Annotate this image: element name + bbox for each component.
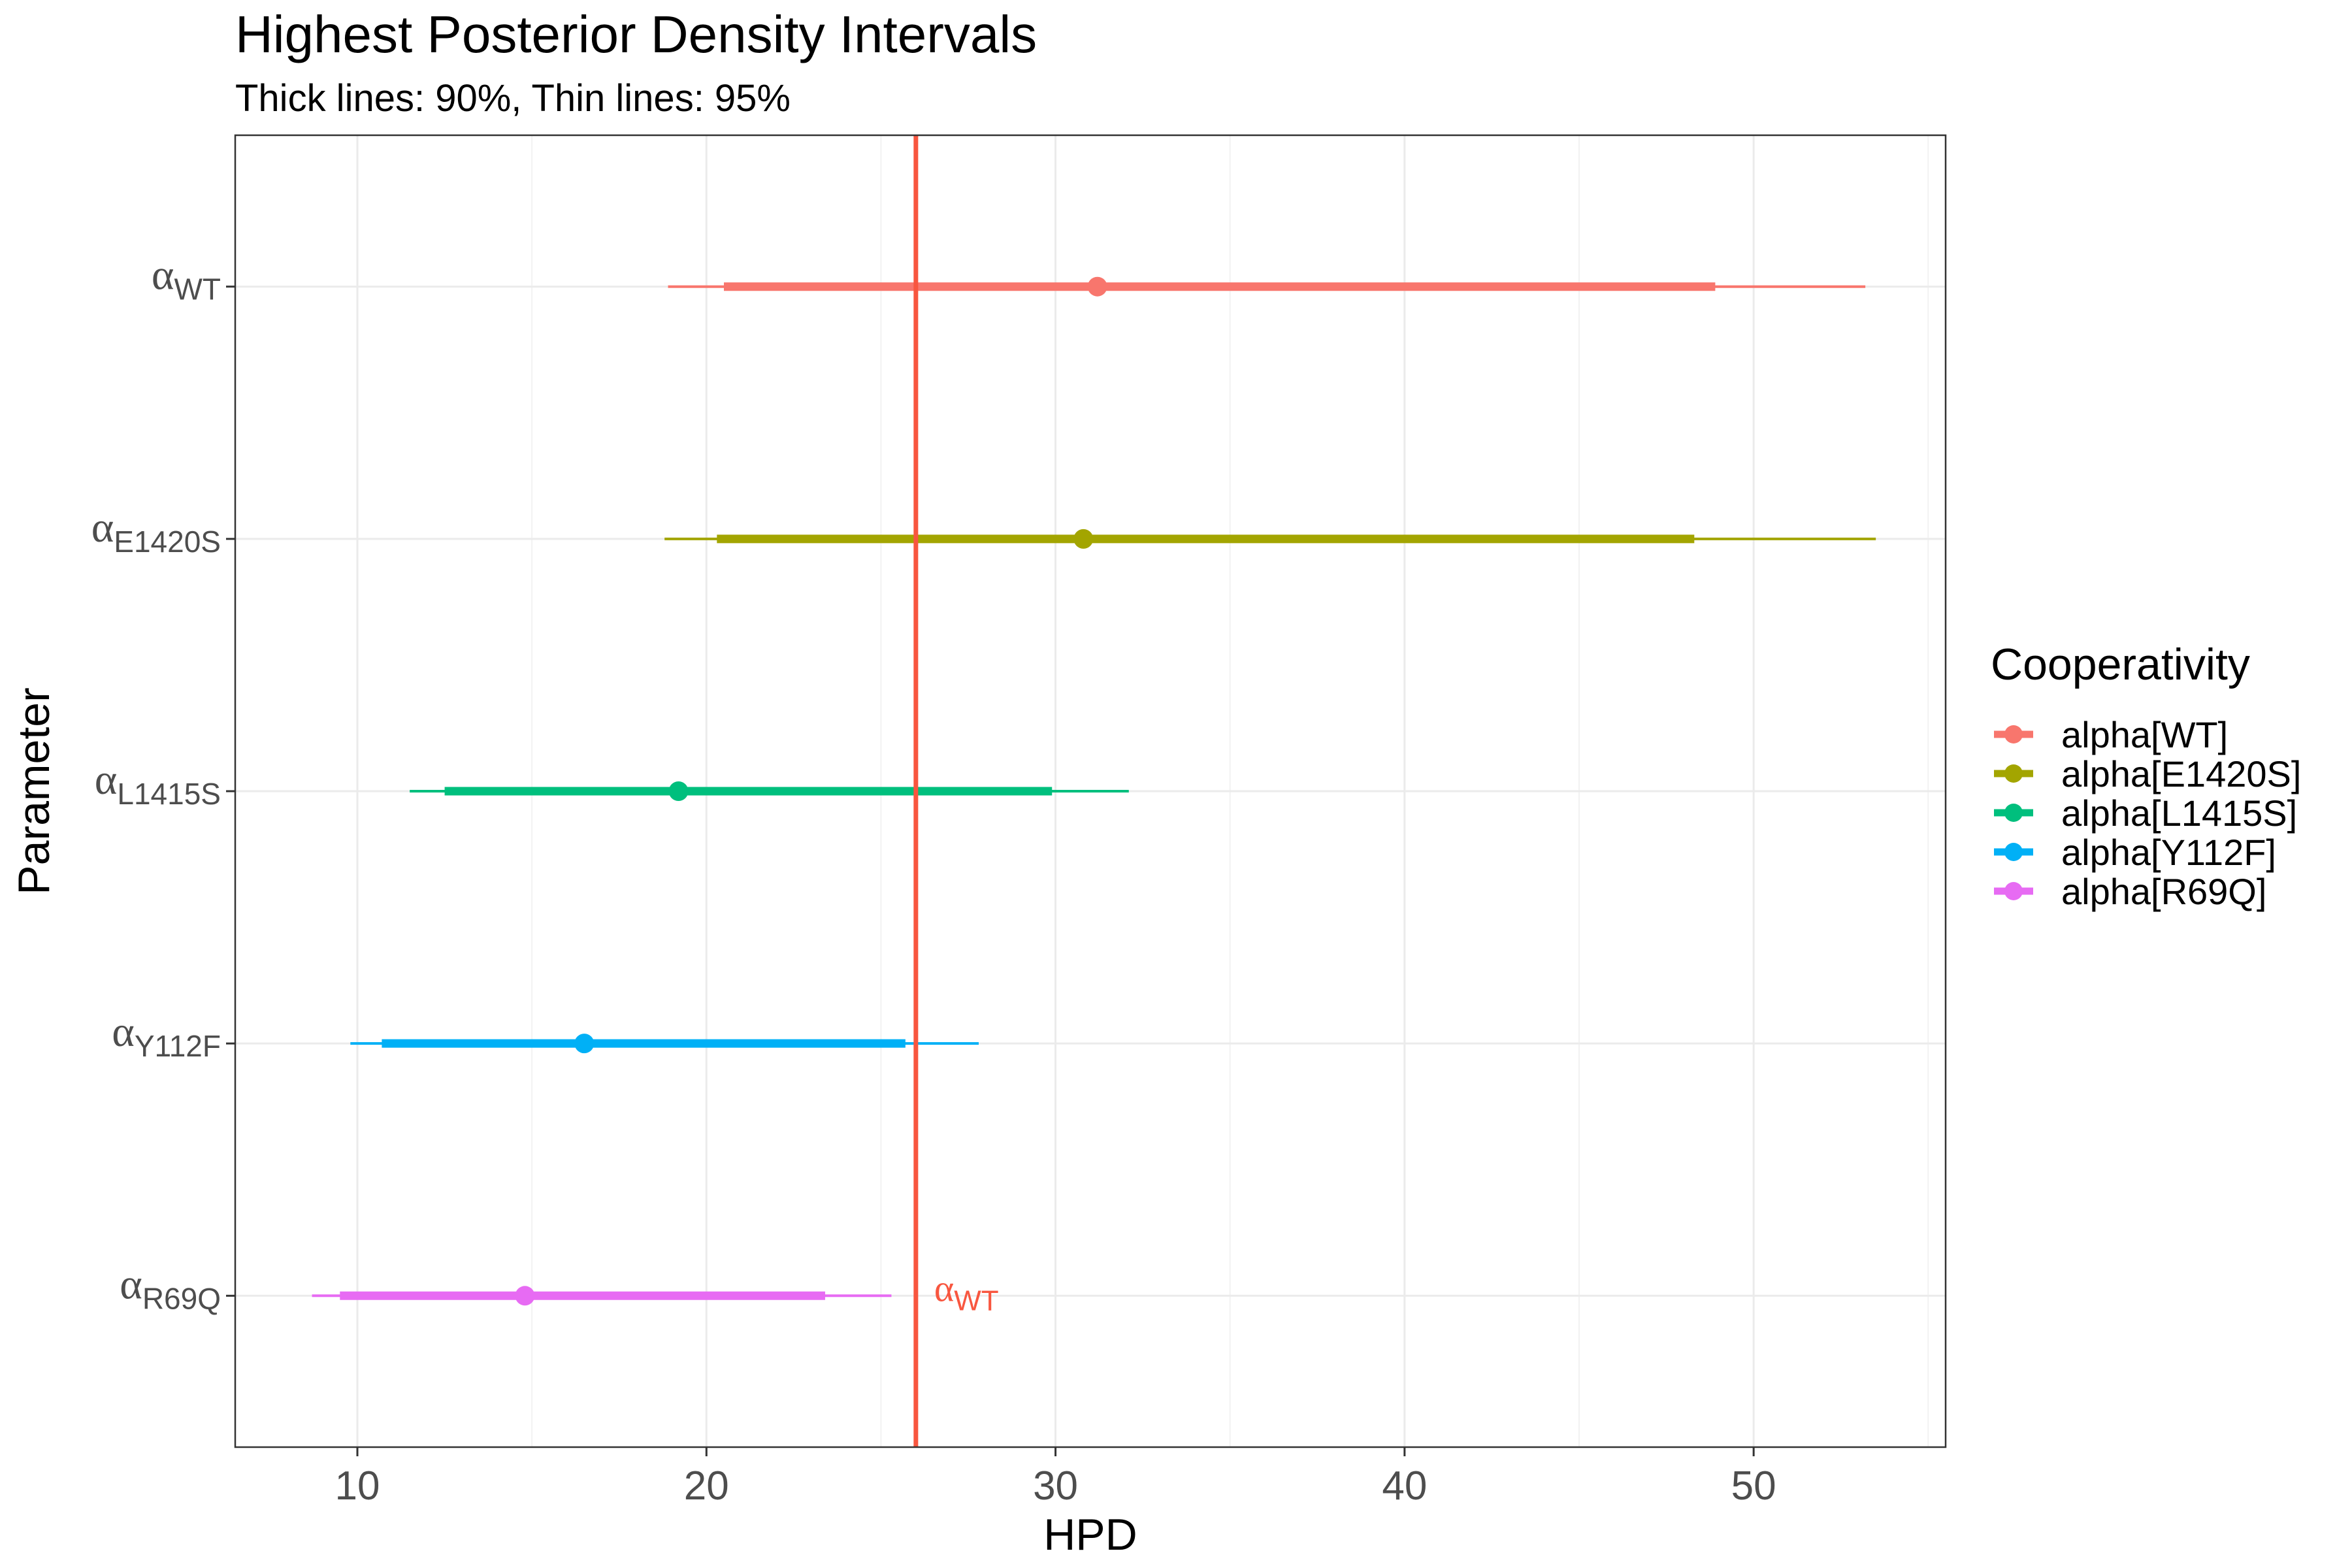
- interval-Y112F: [350, 1034, 979, 1054]
- x-tick-label-3: 40: [1382, 1463, 1427, 1509]
- legend-item-R69Q: alpha[R69Q]: [1994, 871, 2266, 912]
- y-tick-symbol: α: [95, 756, 118, 804]
- legend-key-point: [2004, 804, 2023, 822]
- y-tick-symbol: α: [152, 252, 174, 299]
- y-axis-title: Parameter: [9, 687, 59, 894]
- legend-key-point: [2004, 725, 2023, 743]
- x-tick-label-4: 50: [1731, 1463, 1776, 1509]
- legend-item-L1415S: alpha[L1415S]: [1994, 792, 2297, 834]
- legend-key-point: [2004, 843, 2023, 861]
- x-tick-label-2: 30: [1033, 1463, 1078, 1509]
- y-tick-symbol: α: [91, 504, 114, 551]
- intervals: [312, 276, 1876, 1306]
- median-point-E1420S: [1073, 529, 1094, 549]
- interval-L1415S: [410, 781, 1129, 801]
- legend-label: alpha[Y112F]: [2061, 832, 2276, 873]
- legend-key-point: [2004, 882, 2023, 900]
- legend-label: alpha[E1420S]: [2061, 753, 2301, 794]
- legend-item-E1420S: alpha[E1420S]: [1994, 753, 2301, 794]
- median-point-WT: [1087, 276, 1107, 297]
- reference-label-subscript: WT: [954, 1284, 998, 1316]
- x-axis: 10 20 30 40 50: [335, 1447, 1776, 1509]
- y-tick-subscript: Y112F: [135, 1029, 221, 1063]
- legend-item-Y112F: alpha[Y112F]: [1994, 832, 2276, 873]
- y-tick-label-Y112F: αY112F: [112, 1008, 221, 1063]
- reference-label-symbol: α: [934, 1267, 954, 1309]
- y-tick-subscript: WT: [174, 272, 221, 306]
- y-tick-label-L1415S: αL1415S: [95, 756, 221, 811]
- reference-line-label: αWT: [934, 1267, 999, 1316]
- legend-title: Cooperativity: [1991, 640, 2250, 689]
- legend: Cooperativity alpha[WT]alpha[E1420S]alph…: [1991, 640, 2301, 912]
- interval-R69Q: [312, 1286, 892, 1306]
- x-tick-label-1: 20: [684, 1463, 729, 1509]
- y-tick-label-R69Q: αR69Q: [120, 1260, 221, 1315]
- y-tick-symbol: α: [120, 1260, 142, 1308]
- legend-items: alpha[WT]alpha[E1420S]alpha[L1415S]alpha…: [1994, 714, 2301, 912]
- chart-subtitle: Thick lines: 90%, Thin lines: 95%: [235, 77, 791, 120]
- legend-label: alpha[WT]: [2061, 714, 2228, 755]
- median-point-L1415S: [668, 781, 689, 801]
- plot-panel: αWT: [234, 134, 1947, 1448]
- y-tick-label-E1420S: αE1420S: [91, 504, 221, 559]
- legend-label: alpha[R69Q]: [2061, 871, 2266, 912]
- y-tick-subscript: R69Q: [142, 1281, 221, 1315]
- y-tick-subscript: L1415S: [117, 777, 221, 811]
- x-tick-label-0: 10: [335, 1463, 380, 1509]
- chart-title: Highest Posterior Density Intervals: [235, 5, 1037, 63]
- x-axis-title: HPD: [1043, 1510, 1137, 1560]
- median-point-Y112F: [574, 1034, 595, 1054]
- interval-WT: [668, 276, 1866, 297]
- y-tick-symbol: α: [112, 1008, 135, 1056]
- legend-label: alpha[L1415S]: [2061, 792, 2297, 834]
- legend-key-point: [2004, 764, 2023, 783]
- y-tick-subscript: E1420S: [114, 525, 221, 559]
- median-point-R69Q: [515, 1286, 535, 1306]
- y-tick-label-WT: αWT: [152, 252, 221, 306]
- interval-E1420S: [664, 529, 1876, 549]
- legend-item-WT: alpha[WT]: [1994, 714, 2228, 755]
